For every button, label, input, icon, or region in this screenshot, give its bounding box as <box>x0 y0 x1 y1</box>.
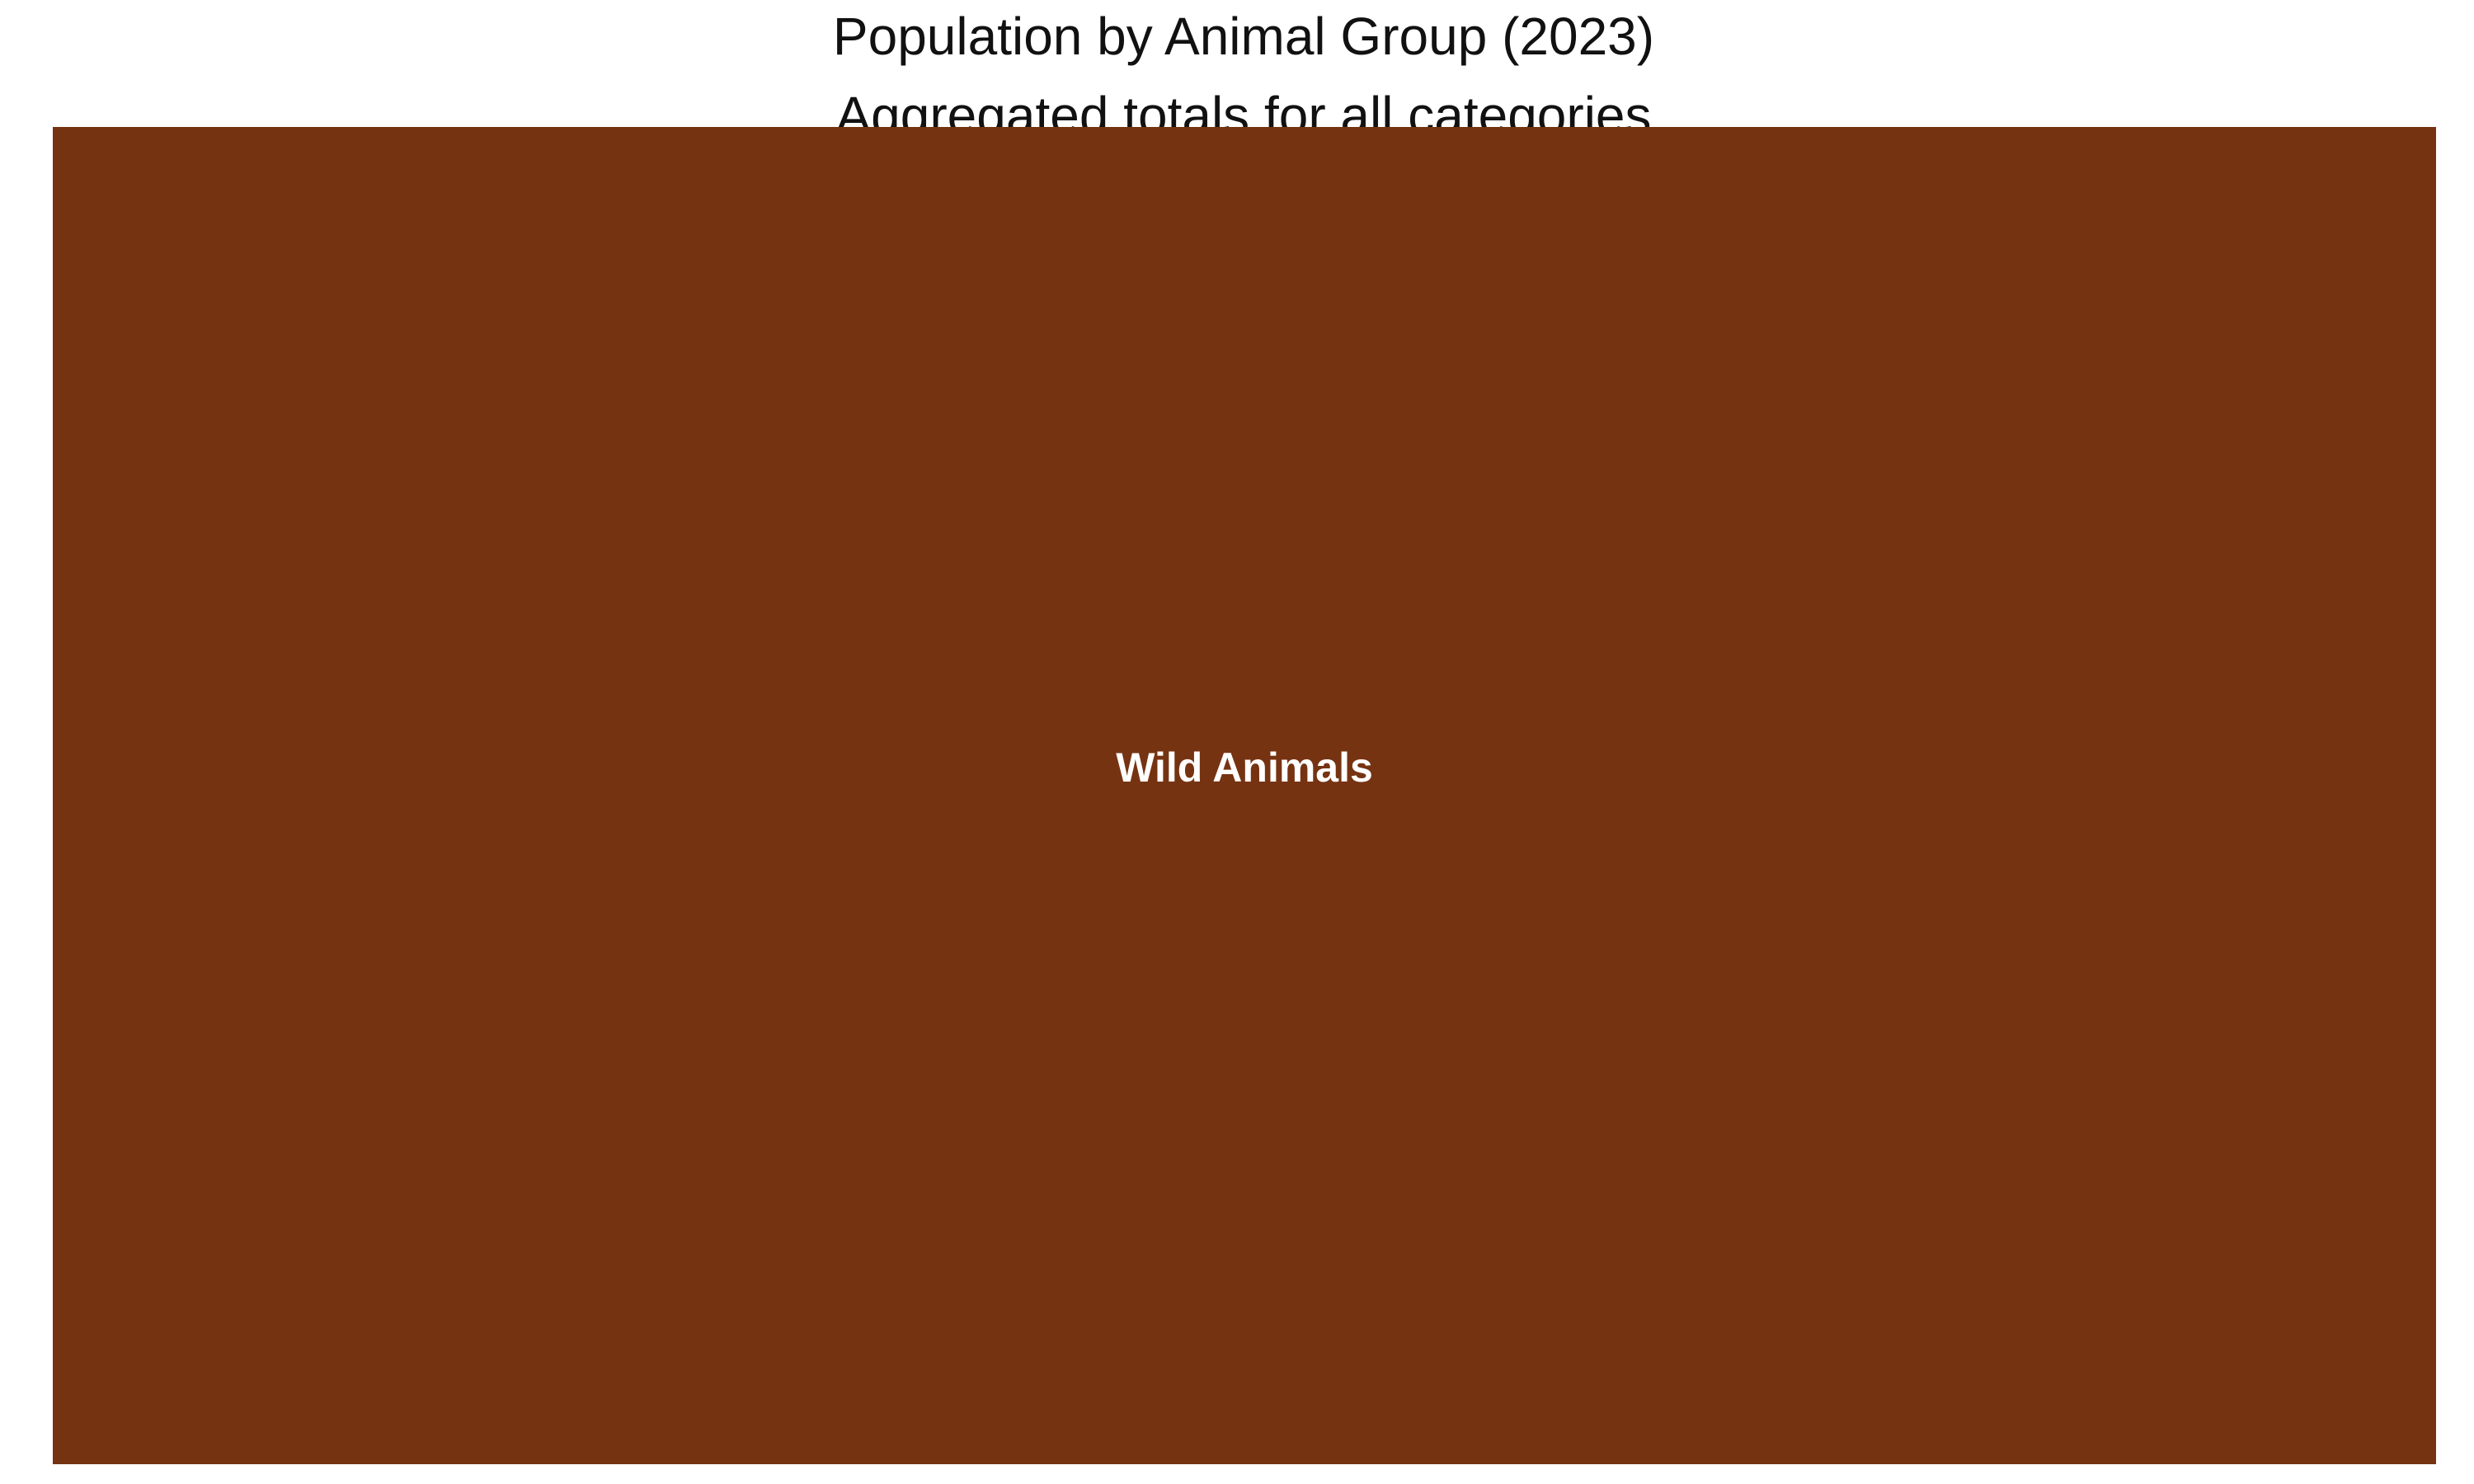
treemap-tile-label: Wild Animals <box>1116 744 1373 791</box>
chart-title: Population by Animal Group (2023) <box>832 7 1655 66</box>
treemap-plot-area: Wild Animals <box>53 127 2436 1464</box>
treemap-tile <box>53 127 2436 1464</box>
